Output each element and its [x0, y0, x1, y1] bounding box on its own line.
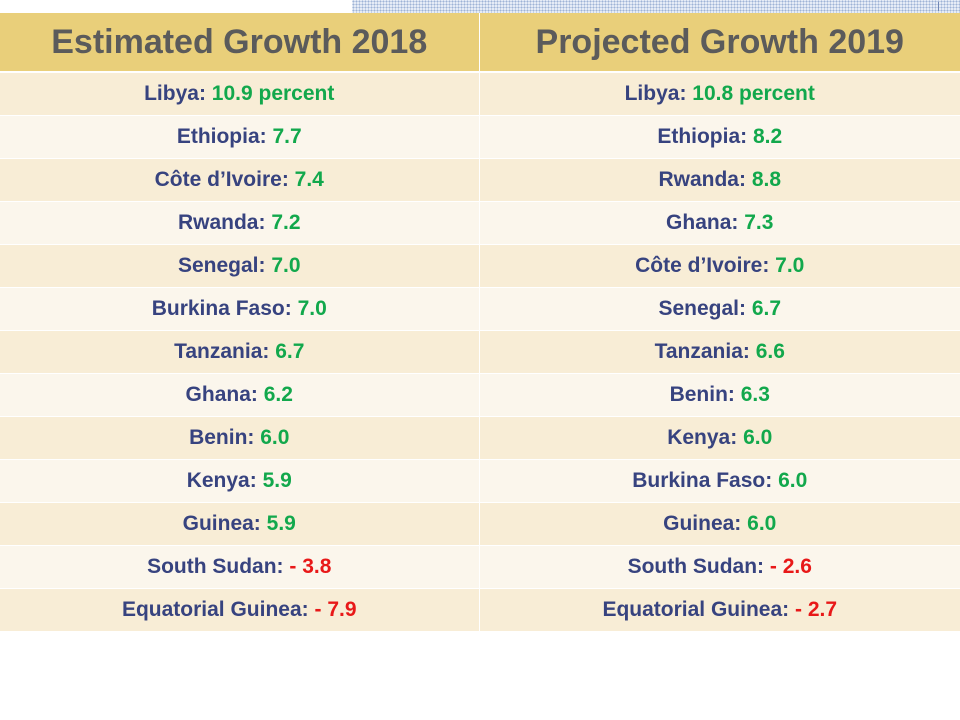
growth-value: 8.8: [751, 168, 782, 191]
cell-estimated-2018: Rwanda: 7.2: [0, 201, 479, 245]
country-name: Burkina Faso:: [151, 297, 292, 320]
growth-table: Estimated Growth 2018 Projected Growth 2…: [0, 13, 960, 632]
growth-value: 6.0: [778, 469, 808, 492]
cell-estimated-2018: Benin: 6.0: [0, 416, 479, 460]
header-estimated-2018: Estimated Growth 2018: [0, 13, 479, 73]
cell-projected-2019: South Sudan: - 2.6: [478, 545, 960, 589]
country-name: Burkina Faso:: [632, 469, 773, 492]
table-row: Tanzania: 6.7 Tanzania: 6.6: [0, 330, 960, 374]
country-name: Benin:: [669, 383, 735, 406]
table-row: Equatorial Guinea: - 7.9 Equatorial Guine…: [0, 588, 960, 632]
growth-value: 7.0: [297, 297, 327, 320]
cell-estimated-2018: Tanzania: 6.7: [0, 330, 479, 374]
growth-value: 6.0: [747, 512, 777, 535]
growth-value: 6.0: [260, 426, 290, 449]
country-name: Guinea:: [182, 512, 261, 535]
cell-estimated-2018: Equatorial Guinea: - 7.9: [0, 588, 479, 632]
cell-estimated-2018: Kenya: 5.9: [0, 459, 479, 503]
cell-estimated-2018: Ethiopia: 7.7: [0, 115, 479, 159]
country-name: Libya:: [144, 82, 206, 105]
cell-projected-2019: Kenya: 6.0: [478, 416, 960, 460]
country-name: Guinea:: [663, 512, 742, 535]
table-row: Libya: 10.9 percent Libya: 10.8 percent: [0, 72, 960, 116]
country-name: Ethiopia:: [657, 125, 748, 148]
country-name: Benin:: [189, 426, 255, 449]
growth-value: - 7.9: [314, 598, 357, 621]
growth-value: 7.3: [744, 211, 774, 234]
growth-value: - 2.7: [795, 598, 838, 621]
cell-projected-2019: Benin: 6.3: [478, 373, 960, 417]
cell-projected-2019: Côte d’Ivoire: 7.0: [478, 244, 960, 288]
table-body: Libya: 10.9 percent Libya: 10.8 percent Et…: [0, 72, 960, 632]
table-row: Senegal: 7.0 Côte d’Ivoire: 7.0: [0, 244, 960, 288]
growth-value: 6.6: [755, 340, 785, 363]
country-name: Côte d’Ivoire:: [154, 168, 289, 191]
cell-estimated-2018: Ghana: 6.2: [0, 373, 479, 417]
country-name: Ethiopia:: [176, 125, 267, 148]
growth-value: 5.9: [266, 512, 296, 535]
growth-value: 6.3: [740, 383, 770, 406]
growth-value: 8.2: [752, 125, 783, 148]
growth-value: 7.0: [271, 254, 301, 277]
country-name: Kenya:: [186, 469, 257, 492]
cell-projected-2019: Ethiopia: 8.2: [478, 115, 960, 159]
table-row: Rwanda: 7.2 Ghana: 7.3: [0, 201, 960, 245]
country-name: Tanzania:: [174, 340, 270, 363]
country-name: Kenya:: [667, 426, 738, 449]
cell-projected-2019: Libya: 10.8 percent: [478, 72, 960, 116]
growth-value: 6.0: [743, 426, 773, 449]
growth-value: 7.0: [775, 254, 805, 277]
cell-projected-2019: Rwanda: 8.8: [478, 158, 960, 202]
country-name: Senegal:: [658, 297, 746, 320]
growth-value: 6.7: [751, 297, 782, 320]
growth-value: 5.9: [262, 469, 292, 492]
growth-value: 7.7: [272, 125, 302, 148]
growth-value: 6.2: [263, 383, 293, 406]
table-row: Burkina Faso: 7.0 Senegal: 6.7: [0, 287, 960, 331]
growth-value: 6.7: [275, 340, 305, 363]
cell-estimated-2018: Senegal: 7.0: [0, 244, 479, 288]
cell-estimated-2018: Burkina Faso: 7.0: [0, 287, 479, 331]
cell-estimated-2018: Guinea: 5.9: [0, 502, 479, 546]
country-name: Ghana:: [666, 211, 739, 234]
cell-estimated-2018: Côte d’Ivoire: 7.4: [0, 158, 479, 202]
country-name: Senegal:: [177, 254, 266, 277]
country-name: Tanzania:: [654, 340, 750, 363]
growth-value: 7.4: [294, 168, 324, 191]
country-name: South Sudan:: [147, 555, 284, 578]
country-name: Côte d’Ivoire:: [635, 254, 770, 277]
top-decorative-band: [352, 0, 960, 13]
country-name: South Sudan:: [627, 555, 765, 578]
table-row: Côte d’Ivoire: 7.4 Rwanda: 8.8: [0, 158, 960, 202]
header-projected-2019: Projected Growth 2019: [478, 13, 960, 73]
table-row: Kenya: 5.9 Burkina Faso: 6.0: [0, 459, 960, 503]
cell-projected-2019: Burkina Faso: 6.0: [478, 459, 960, 503]
growth-value: 10.8 percent: [692, 82, 815, 105]
country-name: Equatorial Guinea:: [121, 598, 309, 621]
cell-estimated-2018: South Sudan: - 3.8: [0, 545, 479, 589]
cell-projected-2019: Ghana: 7.3: [478, 201, 960, 245]
cell-projected-2019: Tanzania: 6.6: [478, 330, 960, 374]
cell-estimated-2018: Libya: 10.9 percent: [0, 72, 479, 116]
country-name: Libya:: [624, 82, 687, 105]
cell-projected-2019: Guinea: 6.0: [478, 502, 960, 546]
growth-value: - 2.6: [769, 555, 812, 578]
country-name: Rwanda:: [177, 211, 266, 234]
growth-value: 10.9 percent: [211, 82, 335, 105]
table-row: Ghana: 6.2 Benin: 6.3: [0, 373, 960, 417]
table-row: Ethiopia: 7.7 Ethiopia: 8.2: [0, 115, 960, 159]
cell-projected-2019: Equatorial Guinea: - 2.7: [478, 588, 960, 632]
table-row: Benin: 6.0 Kenya: 6.0: [0, 416, 960, 460]
top-band-tick: [938, 2, 939, 11]
table-row: Guinea: 5.9 Guinea: 6.0: [0, 502, 960, 546]
country-name: Equatorial Guinea:: [602, 598, 790, 621]
cell-projected-2019: Senegal: 6.7: [478, 287, 960, 331]
country-name: Ghana:: [185, 383, 258, 406]
header-row: Estimated Growth 2018 Projected Growth 2…: [0, 13, 960, 73]
growth-value: 7.2: [271, 211, 301, 234]
growth-value: - 3.8: [289, 555, 332, 578]
table-row: South Sudan: - 3.8 South Sudan: - 2.6: [0, 545, 960, 589]
country-name: Rwanda:: [658, 168, 746, 191]
